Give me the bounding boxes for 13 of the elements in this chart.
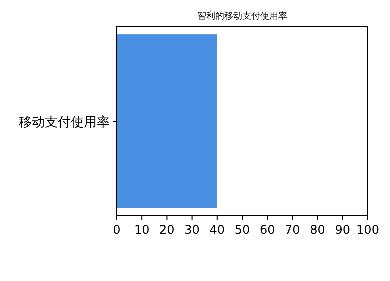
x-tick-label: 10 (134, 223, 150, 237)
x-tick-label: 70 (285, 223, 300, 237)
x-tick-label: 20 (160, 223, 175, 237)
x-tick-label: 80 (310, 223, 326, 237)
x-tick-label: 40 (210, 223, 226, 237)
x-tick-label: 50 (234, 223, 250, 237)
y-tick-label: 移动支付使用率 (19, 114, 110, 130)
x-tick-label: 100 (356, 223, 380, 237)
x-tick-label: 30 (184, 223, 200, 237)
x-tick-label: 60 (260, 223, 276, 237)
x-tick-label: 0 (113, 223, 121, 237)
x-tick-label: 90 (335, 223, 351, 237)
chart-title: 智利的移动支付使用率 (198, 11, 288, 22)
